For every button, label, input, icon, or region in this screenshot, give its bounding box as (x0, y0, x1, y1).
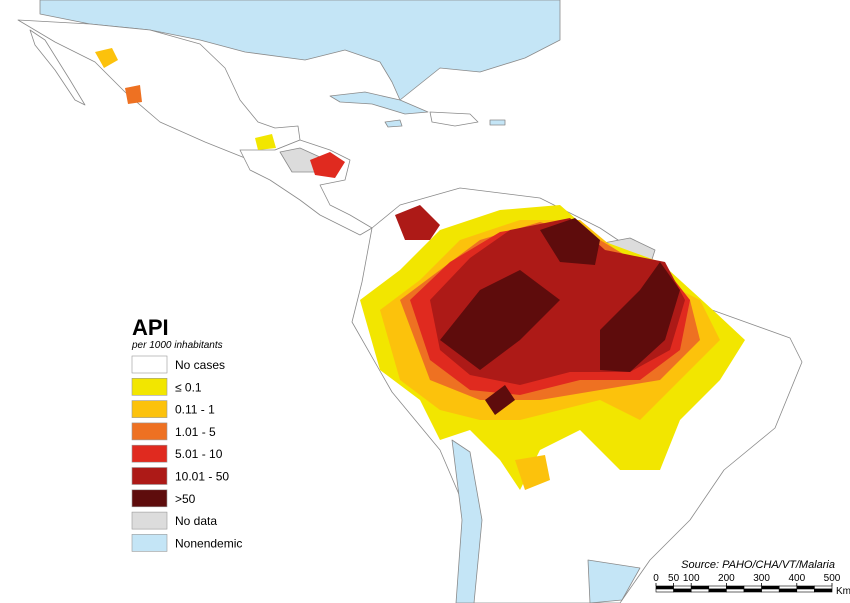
scale-segment (778, 588, 798, 593)
scale-segment (743, 585, 762, 590)
scale-segment (655, 588, 674, 593)
scale-tick-label: 100 (683, 573, 700, 584)
puerto-rico (489, 119, 506, 126)
chile (451, 439, 483, 603)
scale-segment (743, 588, 762, 593)
legend-subtitle: per 1000 inhabitants (131, 340, 223, 351)
scale-tick-label: 50 (668, 573, 680, 584)
cuba (329, 91, 429, 115)
legend-swatch (131, 444, 168, 463)
scale-segment (726, 585, 745, 590)
legend-label: No data (175, 514, 217, 528)
zone (440, 270, 560, 370)
scale-tick-label: 0 (653, 573, 659, 584)
scale-segment (673, 585, 692, 590)
scale-segment (708, 585, 727, 590)
legend-label: 5.01 - 10 (175, 447, 223, 461)
scale-tick-label: 300 (753, 573, 770, 584)
baja (29, 29, 86, 106)
legend-label: 0.11 - 1 (175, 403, 215, 417)
scale-segment (796, 588, 815, 593)
zone (255, 134, 276, 150)
source: Source: PAHO/CHA/VT/Malaria (681, 559, 835, 571)
zone (515, 455, 550, 490)
scale-segment (761, 588, 780, 593)
legend-title: API (132, 315, 169, 340)
scale-tick-label: 400 (788, 573, 805, 584)
legend-swatch (131, 400, 168, 418)
legend-label: No cases (175, 358, 225, 372)
scale-segment (761, 585, 780, 590)
argentina-south (587, 559, 641, 603)
scale-segment (690, 585, 710, 590)
zone (485, 385, 515, 415)
legend-swatch (131, 489, 168, 508)
legend-swatch (131, 422, 168, 441)
scale-segment (778, 585, 798, 590)
legend-swatch (131, 467, 168, 485)
jamaica (384, 119, 403, 128)
scale-bar: 0 50 100 200 300 400 500 Km (653, 573, 850, 597)
legend-label: ≤ 0.1 (175, 380, 202, 394)
legend-swatch (131, 355, 168, 374)
zone (125, 85, 142, 104)
legend-label: 10.01 - 50 (175, 470, 229, 484)
scale-segment (655, 585, 674, 590)
zone (540, 218, 600, 265)
legend-label: 1.01 - 5 (175, 425, 216, 439)
hispaniola (429, 111, 479, 127)
legend: API per 1000 inhabitants No cases ≤ 0.1 0.… (131, 315, 242, 552)
scale-segment (708, 588, 727, 593)
scale-segment (796, 585, 815, 590)
legend-swatch (131, 511, 168, 530)
zone (600, 262, 680, 372)
scale-segment (814, 588, 833, 593)
scale-tick-label: 500 (824, 573, 841, 584)
legend-swatch (131, 534, 168, 552)
zone (310, 152, 345, 178)
scale-segment (673, 588, 692, 593)
endemic-zones (95, 48, 745, 490)
scale-segment (726, 588, 745, 593)
scale-unit: Km (836, 586, 850, 597)
zone (395, 205, 440, 240)
scale-segment (690, 588, 710, 593)
mexico (17, 19, 301, 159)
legend-label: Nonendemic (175, 536, 242, 550)
legend-label: >50 (175, 492, 196, 506)
scale-tick-label: 200 (718, 573, 735, 584)
scale-segment (814, 585, 833, 590)
zone (95, 48, 118, 68)
legend-swatch (131, 377, 168, 396)
